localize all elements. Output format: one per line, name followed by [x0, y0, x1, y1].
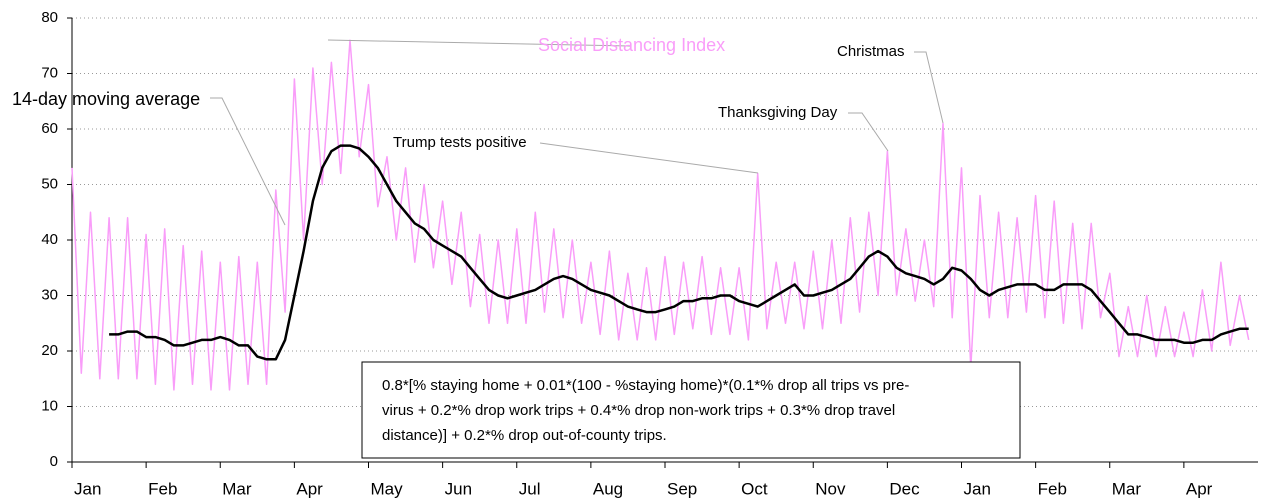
- y-tick-label: 40: [41, 231, 58, 248]
- leader-line: [539, 142, 759, 174]
- x-tick-label: Apr: [1186, 479, 1213, 498]
- y-tick-label: 80: [41, 9, 58, 26]
- x-tick-label: May: [371, 479, 404, 498]
- note-line: 0.8*[% staying home + 0.01*(100 - %stayi…: [382, 377, 909, 394]
- x-tick-label: Mar: [1112, 479, 1142, 498]
- note-line: distance)] + 0.2*% drop out-of-county tr…: [382, 427, 667, 444]
- x-tick-label: Jan: [964, 479, 991, 498]
- y-tick-label: 30: [41, 286, 58, 303]
- x-tick-label: Feb: [1038, 479, 1067, 498]
- annotation: Thanksgiving Day: [718, 104, 838, 121]
- annotation: Trump tests positive: [393, 134, 527, 151]
- leader-line: [914, 51, 944, 124]
- series-label: 14-day moving average: [12, 89, 200, 109]
- y-tick-label: 50: [41, 175, 58, 192]
- leader-line: [210, 97, 286, 226]
- x-tick-label: Oct: [741, 479, 768, 498]
- series-label: Social Distancing Index: [538, 35, 725, 55]
- x-tick-label: Jun: [445, 479, 472, 498]
- plot: 0 10 20 30 40 50 60 70 80 Jan Feb Mar Apr May Jun Jul Au…: [41, 9, 1258, 498]
- note-box: [361, 361, 1021, 459]
- series-line: [71, 39, 1250, 391]
- series-line: [109, 144, 1249, 361]
- x-tick-label: Sep: [667, 479, 697, 498]
- x-tick-label: Jul: [519, 479, 541, 498]
- y-tick-label: 0: [50, 453, 58, 470]
- x-tick-label: Mar: [222, 479, 252, 498]
- y-tick-label: 20: [41, 342, 58, 359]
- x-tick-label: Aug: [593, 479, 623, 498]
- y-tick-label: 10: [41, 397, 58, 414]
- annotation: Christmas: [837, 43, 905, 60]
- y-tick-label: 60: [41, 120, 58, 137]
- x-tick-label: Dec: [889, 479, 920, 498]
- note-line: virus + 0.2*% drop work trips + 0.4*% dr…: [382, 402, 895, 419]
- x-tick-label: Nov: [815, 479, 846, 498]
- leader-line: [327, 39, 631, 47]
- x-tick-label: Jan: [74, 479, 101, 498]
- leader-line: [848, 112, 889, 152]
- x-tick-label: Apr: [296, 479, 323, 498]
- y-tick-label: 70: [41, 64, 58, 81]
- x-tick-label: Feb: [148, 479, 177, 498]
